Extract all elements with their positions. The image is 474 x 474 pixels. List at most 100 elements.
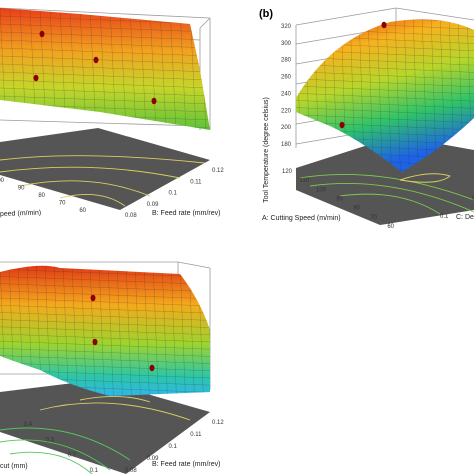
panel-c-x-ticks: 0.4 0.3 0.2 0.1 — [24, 422, 99, 474]
mesh-line — [0, 341, 210, 350]
x-tick-label: 120 — [282, 169, 293, 175]
design-point — [92, 338, 98, 346]
mesh-line — [0, 283, 210, 292]
mesh-line — [430, 19, 437, 173]
panel-a: 100 90 80 70 60 0.12 0.11 0.1 0.09 0.08 peed (m/… — [0, 7, 224, 219]
panel-c: 0.4 0.3 0.2 0.1 0.12 0.11 0.1 0.09 0.08 cut (mm… — [0, 261, 224, 474]
z-tick-label: 260 — [281, 75, 292, 81]
mesh-line — [0, 355, 210, 364]
mesh-line — [0, 71, 210, 81]
design-point — [39, 30, 45, 38]
design-point — [93, 56, 99, 64]
mesh-line — [296, 78, 474, 87]
panel-b-z-ticks: 320 300 280 260 240 220 200 180 — [281, 24, 292, 148]
mesh-line — [0, 290, 210, 299]
mesh-line — [79, 8, 87, 130]
y-tick-label: 0.11 — [190, 179, 202, 185]
mesh-line — [98, 265, 105, 396]
panel-c-contours-green — [0, 427, 131, 474]
mesh-line — [125, 265, 132, 396]
mesh-line — [149, 8, 157, 130]
panel-a-points — [33, 30, 157, 105]
x-tick-label: 100 — [316, 187, 327, 193]
x-tick-label: 110 — [299, 178, 309, 184]
mesh-line — [0, 63, 210, 73]
mesh-line — [0, 15, 210, 25]
panel-b-contour-low — [399, 173, 451, 183]
design-point — [90, 294, 96, 302]
y-tick-label: 0.09 — [147, 202, 159, 208]
mesh-line — [134, 265, 141, 396]
x-tick-label: 70 — [370, 215, 377, 221]
panel-b-points — [339, 21, 387, 129]
mesh-line — [296, 93, 474, 102]
y-tick-label: 0.09 — [147, 456, 159, 462]
panel-c-contours — [39, 395, 191, 421]
panel-a-contours — [0, 155, 206, 207]
x-tick-label: 80 — [38, 193, 45, 199]
mesh-line — [71, 265, 78, 396]
panel-a-floor — [0, 128, 210, 210]
x-tick-label: 70 — [59, 201, 66, 207]
panel-c-y-label: B: Feed rate (mm/rev) — [152, 461, 220, 468]
x-tick-label: 60 — [387, 224, 394, 230]
x-tick-label: 0.2 — [68, 453, 77, 459]
z-tick-label: 200 — [281, 125, 292, 131]
design-point — [149, 364, 155, 372]
x-tick-label: 90 — [18, 186, 25, 192]
z-tick-label: 220 — [281, 108, 292, 114]
y-tick-label: 0.1 — [440, 214, 449, 220]
mesh-line — [169, 8, 177, 130]
panel-a-y-ticks: 0.12 0.11 0.1 0.09 0.08 — [125, 168, 224, 219]
design-point — [339, 121, 345, 129]
mesh-line — [296, 121, 474, 131]
panel-a-x-ticks: 100 90 80 70 60 — [0, 178, 87, 214]
mesh-line — [296, 71, 474, 80]
x-tick-label: 0.4 — [24, 422, 33, 428]
mesh-line — [0, 319, 210, 328]
panel-b-y-ticks: 0.1 0.2 — [440, 196, 474, 220]
mesh-line — [143, 265, 150, 396]
mesh-line — [0, 269, 210, 278]
panel-c-mesh — [0, 265, 210, 396]
y-tick-label: 0.12 — [212, 168, 224, 174]
x-tick-label: 0.1 — [90, 468, 99, 474]
mesh-line — [0, 47, 210, 57]
y-tick-label: 0.1 — [169, 191, 178, 197]
mesh-line — [161, 265, 168, 396]
mesh-line — [209, 8, 210, 130]
mesh-line — [0, 95, 210, 105]
mesh-line — [99, 8, 107, 130]
panel-label-b: (b) — [259, 8, 273, 20]
y-tick-label: 0.12 — [212, 420, 224, 426]
panel-b-contours — [299, 174, 474, 215]
mesh-line — [0, 333, 210, 343]
mesh-line — [367, 19, 374, 173]
panel-a-x-label: peed (m/min) — [0, 210, 41, 218]
panel-c-floor — [0, 380, 210, 474]
y-tick-label: 0.11 — [190, 432, 202, 438]
panel-c-x-label: cut (mm) — [0, 463, 28, 470]
mesh-line — [0, 348, 210, 357]
mesh-line — [403, 19, 410, 173]
mesh-line — [152, 265, 159, 396]
mesh-line — [385, 19, 392, 173]
mesh-line — [0, 23, 210, 33]
mesh-line — [170, 265, 177, 396]
design-point — [151, 97, 157, 105]
x-tick-label: 60 — [79, 208, 86, 214]
mesh-line — [296, 107, 474, 116]
mesh-line — [0, 276, 210, 285]
mesh-line — [107, 265, 114, 396]
mesh-line — [0, 326, 210, 335]
mesh-line — [0, 55, 210, 65]
mesh-line — [0, 31, 210, 41]
panel-a-surface — [0, 8, 210, 130]
design-point — [381, 21, 387, 29]
mesh-line — [80, 265, 87, 396]
mesh-line — [119, 8, 127, 130]
mesh-line — [179, 8, 187, 130]
mesh-line — [0, 297, 210, 307]
panel-c-y-ticks: 0.12 0.11 0.1 0.09 0.08 — [125, 420, 224, 474]
